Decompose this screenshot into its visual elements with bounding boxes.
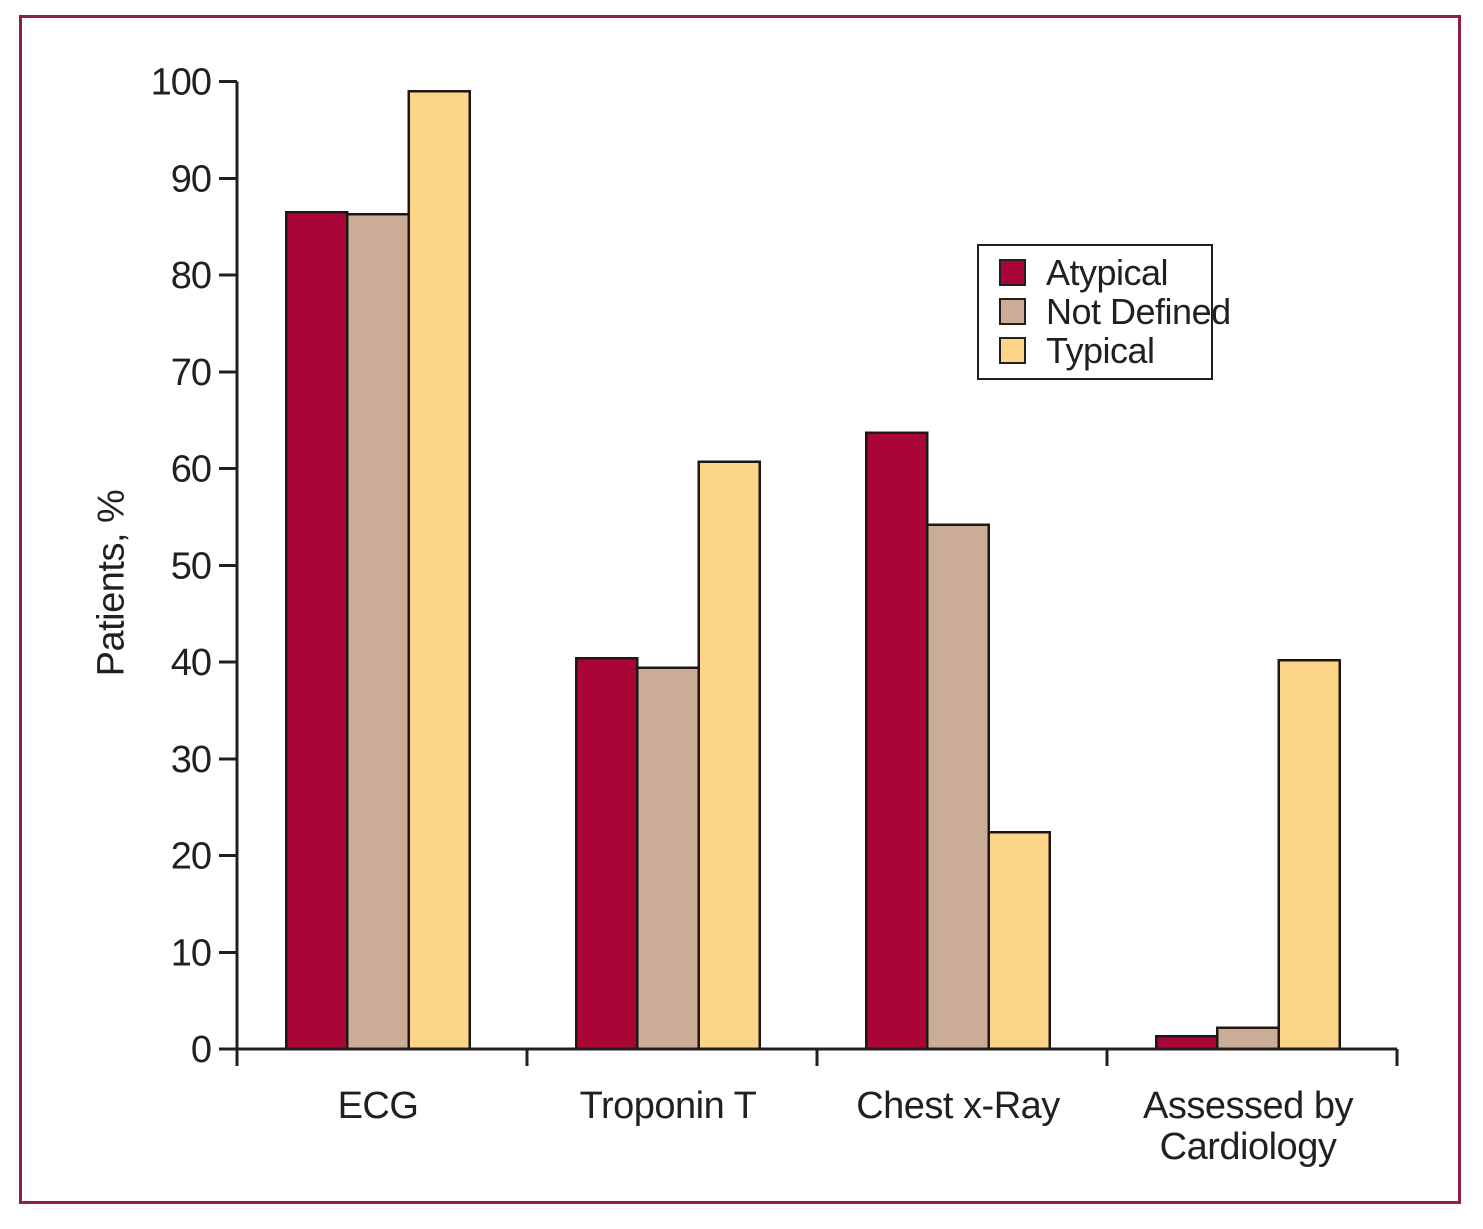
legend-entry-typical: Typical — [999, 329, 1211, 371]
y-tick-label-30: 30 — [171, 739, 211, 781]
legend-entry-not-defined: Not Defined — [999, 291, 1231, 332]
y-tick-label-40: 40 — [171, 642, 211, 684]
legend: Atypical Not Defined Typical — [977, 244, 1231, 380]
y-tick-label-10: 10 — [171, 932, 211, 974]
y-tick-label-60: 60 — [171, 449, 211, 491]
legend-swatch-typical — [999, 337, 1026, 364]
legend-label-typical: Typical — [1046, 329, 1155, 371]
y-tick-label-90: 90 — [171, 158, 211, 200]
bar-typical-troponin-t — [697, 460, 762, 1051]
legend-swatch-atypical — [999, 259, 1026, 286]
legend-swatch-not-defined — [999, 298, 1026, 325]
y-axis-title: Patients, % — [90, 489, 133, 677]
legend-entry-atypical: Atypical — [999, 251, 1211, 293]
bar-not-defined-chest-x-ray — [926, 523, 990, 1051]
bar-not-defined-troponin-t — [636, 666, 700, 1051]
bar-atypical-ecg — [284, 210, 349, 1051]
bar-atypical-troponin-t — [574, 656, 639, 1051]
bar-atypical-assessed-by-cardiology — [1154, 1035, 1219, 1051]
bar-typical-chest-x-ray — [987, 831, 1052, 1051]
y-tick-label-100: 100 — [151, 62, 211, 104]
figure-border — [19, 15, 1461, 1204]
bar-atypical-chest-x-ray — [864, 431, 929, 1051]
legend-label-atypical: Atypical — [1046, 251, 1169, 293]
bar-not-defined-assessed-by-cardiology — [1216, 1026, 1280, 1051]
y-tick-label-20: 20 — [171, 836, 211, 878]
bar-not-defined-ecg — [346, 212, 410, 1051]
bar-typical-assessed-by-cardiology — [1277, 658, 1342, 1051]
y-tick-label-80: 80 — [171, 255, 211, 297]
y-tick-label-0: 0 — [191, 1029, 211, 1071]
y-tick-label-50: 50 — [171, 545, 211, 587]
legend-label-not-defined: Not Defined — [1046, 290, 1231, 332]
y-tick-label-70: 70 — [171, 352, 211, 394]
bar-typical-ecg — [407, 89, 472, 1051]
